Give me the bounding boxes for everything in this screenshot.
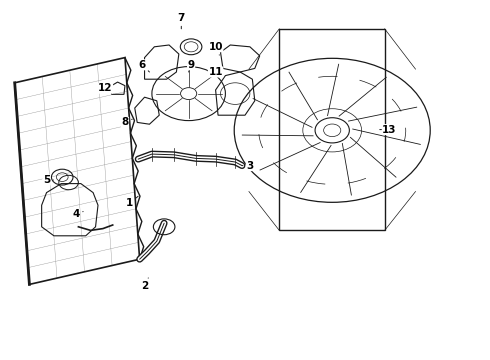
Text: 3: 3 — [242, 161, 253, 171]
Text: 2: 2 — [141, 278, 148, 291]
Text: 5: 5 — [43, 175, 53, 185]
Text: 11: 11 — [208, 67, 223, 77]
Text: 7: 7 — [177, 13, 185, 29]
Text: 4: 4 — [72, 209, 83, 219]
Text: 10: 10 — [208, 42, 223, 55]
Text: 13: 13 — [380, 125, 397, 135]
Circle shape — [315, 118, 349, 143]
Text: 1: 1 — [126, 196, 138, 208]
Text: 9: 9 — [188, 60, 195, 72]
Text: 6: 6 — [139, 60, 149, 72]
Text: 12: 12 — [98, 83, 113, 93]
Text: 8: 8 — [122, 117, 132, 127]
Circle shape — [180, 88, 197, 100]
